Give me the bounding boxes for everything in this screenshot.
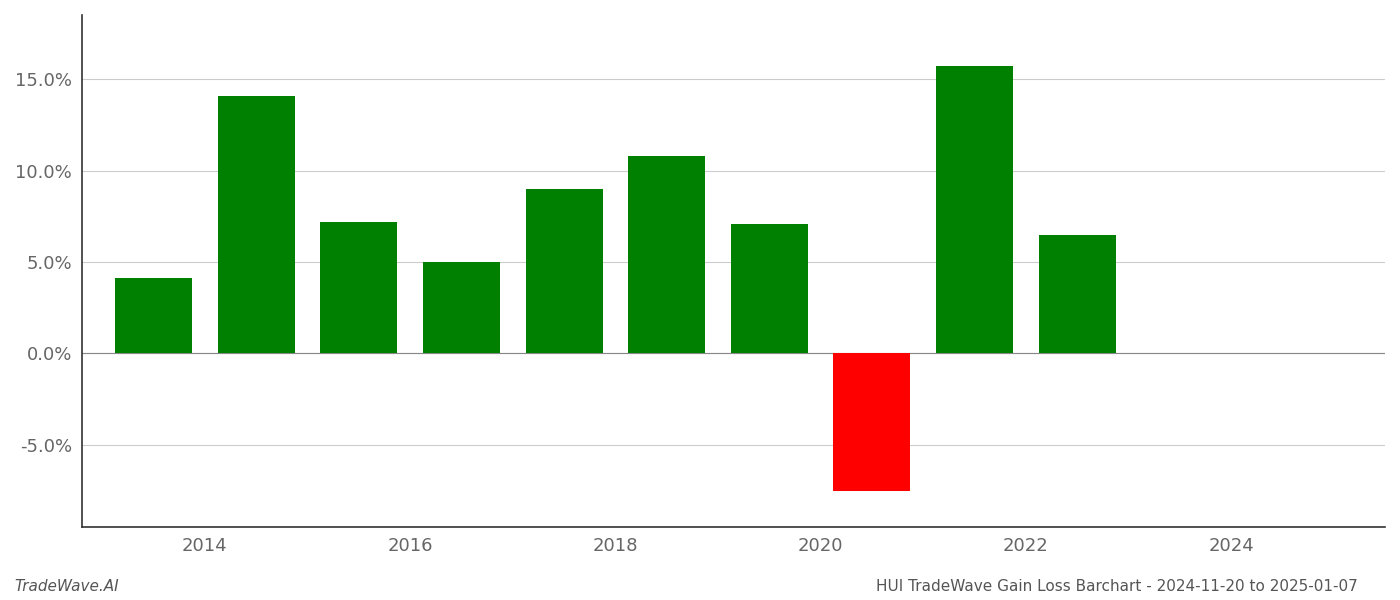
Bar	[1039, 235, 1116, 353]
Bar	[423, 262, 500, 353]
Bar	[115, 278, 192, 353]
Bar	[937, 66, 1014, 353]
Bar	[321, 222, 398, 353]
Bar	[217, 95, 294, 353]
Bar	[731, 224, 808, 353]
Text: TradeWave.AI: TradeWave.AI	[14, 579, 119, 594]
Bar	[629, 156, 706, 353]
Bar	[525, 189, 602, 353]
Bar	[833, 353, 910, 491]
Text: HUI TradeWave Gain Loss Barchart - 2024-11-20 to 2025-01-07: HUI TradeWave Gain Loss Barchart - 2024-…	[876, 579, 1358, 594]
